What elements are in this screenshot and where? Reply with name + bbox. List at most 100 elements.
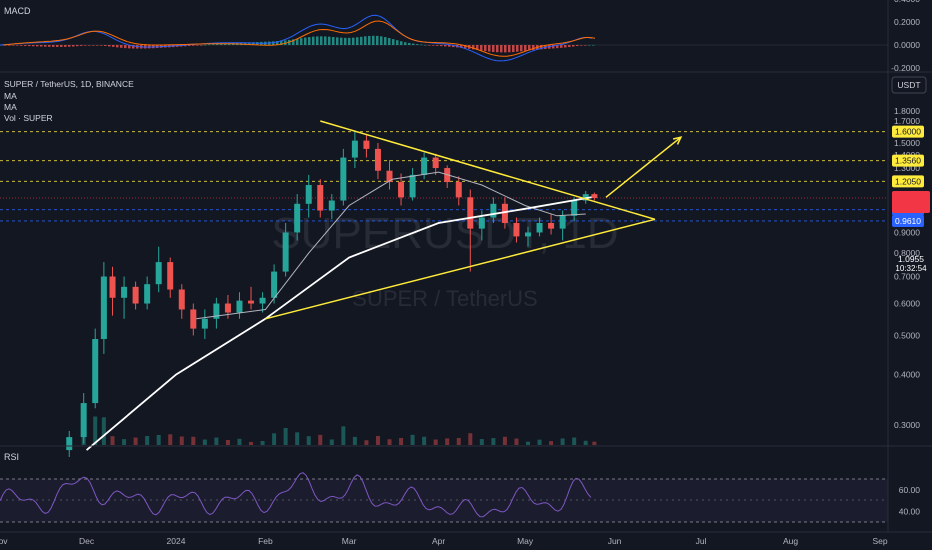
macd-histogram-bar: [328, 36, 331, 45]
currency-button-label[interactable]: USDT: [897, 80, 920, 90]
candle-body: [236, 300, 243, 313]
legend-symbol[interactable]: SUPER / TetherUS, 1D, BINANCE: [4, 79, 134, 89]
macd-histogram-bar: [576, 45, 579, 47]
candle-body: [536, 222, 543, 233]
volume-bar: [422, 436, 427, 445]
macd-histogram-bar: [356, 37, 359, 45]
volume-bar: [583, 440, 588, 445]
volume-bar: [572, 437, 577, 445]
candle-body: [409, 174, 416, 198]
price-tick-label: 0.4000: [894, 370, 920, 380]
macd-histogram-bar: [480, 45, 483, 51]
volume-bar: [318, 434, 323, 445]
macd-tick-label: 0.0000: [894, 40, 920, 50]
volume-bar: [468, 433, 473, 445]
legend-ma-2[interactable]: MA: [4, 102, 17, 112]
legend-volume[interactable]: Vol · SUPER: [4, 113, 53, 123]
candle-body: [66, 437, 73, 451]
macd-histogram-bar: [304, 37, 307, 45]
volume-bar: [537, 439, 542, 445]
macd-histogram-bar: [448, 45, 451, 47]
macd-histogram-bar: [588, 44, 591, 46]
volume-bar: [456, 438, 461, 445]
macd-histogram-bar: [340, 37, 343, 45]
macd-histogram-bar: [572, 45, 575, 47]
volume-bar: [260, 441, 265, 445]
volume-bar: [179, 436, 184, 445]
time-tick-label: Nov: [0, 536, 8, 546]
macd-histogram-bar: [56, 45, 59, 47]
volume-bar: [283, 428, 288, 445]
triangle-upper-trendline: [320, 120, 656, 221]
horizontal-levels: [0, 131, 888, 222]
rsi-line: [0, 472, 592, 518]
candle-body: [559, 215, 566, 229]
candle-body: [432, 157, 439, 169]
time-axis[interactable]: Nov Dec 2024 Feb Mar Apr May Jun Jul Aug Sep: [0, 531, 932, 546]
candle-body: [121, 286, 128, 298]
macd-histogram-bar: [276, 41, 279, 45]
macd-histogram-bar: [440, 45, 443, 47]
price-tick-label: 1.3000: [894, 163, 920, 173]
rsi-panel[interactable]: RSI: [0, 452, 888, 523]
time-tick-label: Aug: [783, 536, 798, 546]
volume-bar: [491, 438, 496, 445]
macd-histogram-bar: [364, 36, 367, 45]
candle-body: [167, 262, 174, 290]
rsi-label: RSI: [4, 452, 19, 462]
price-tick-label: 0.9000: [894, 227, 920, 237]
price-tick-label: 1.5000: [894, 138, 920, 148]
candle-body: [548, 222, 555, 229]
macd-histogram-bar: [4, 45, 7, 46]
candle-body: [109, 276, 116, 298]
macd-histogram-bar: [540, 45, 543, 50]
legend-ma-1[interactable]: MA: [4, 91, 17, 101]
macd-histogram-bar: [244, 42, 247, 45]
macd-histogram-bar: [52, 45, 55, 47]
volume-bar: [329, 439, 334, 445]
macd-histogram-bar: [560, 45, 563, 48]
macd-histogram-bar: [420, 44, 423, 46]
candle-body: [190, 309, 197, 329]
watermark-main: SUPERUSDT, 1D: [271, 209, 618, 258]
macd-histogram-bar: [296, 38, 299, 45]
macd-histogram-bar: [520, 45, 523, 52]
macd-histogram-bar: [84, 45, 87, 46]
candle-body: [513, 222, 520, 237]
price-panel[interactable]: SUPERUSDT, 1D SUPER / TetherUS SUPER / T…: [0, 79, 888, 457]
macd-tick-label: 0.4000: [894, 0, 920, 4]
candle-body: [132, 286, 139, 304]
macd-histogram-bar: [476, 45, 479, 50]
breakout-arrow-line: [605, 136, 682, 198]
breakout-arrow-head: [672, 136, 683, 145]
macd-histogram-bar: [88, 45, 91, 46]
macd-histogram-bar: [564, 45, 567, 48]
macd-histogram-bar: [116, 45, 119, 48]
macd-tick-label: 0.2000: [894, 17, 920, 27]
macd-histogram-bar: [400, 41, 403, 45]
trendline-drawings[interactable]: [265, 120, 683, 320]
macd-histogram-bar: [512, 45, 515, 53]
macd-histogram-bar: [348, 37, 351, 45]
volume-bar: [272, 433, 277, 445]
candle-body: [478, 217, 485, 229]
volume-bars: [67, 416, 597, 445]
macd-histogram-bar: [8, 45, 11, 46]
macd-histogram-bar: [316, 36, 319, 45]
time-tick-label: Sep: [872, 536, 887, 546]
macd-histogram-bar: [488, 45, 491, 52]
volume-bar: [433, 439, 438, 445]
macd-histogram-bar: [48, 45, 51, 47]
macd-histogram-bar: [532, 45, 535, 51]
macd-histogram-bar: [92, 45, 95, 46]
level-tag: [892, 125, 924, 138]
macd-histogram-bar: [432, 45, 435, 46]
macd-histogram-bar: [212, 44, 215, 45]
currency-button[interactable]: USDT: [891, 76, 927, 94]
macd-panel[interactable]: MACD: [0, 6, 888, 62]
macd-histogram-bar: [472, 45, 475, 50]
price-tick-label: 1.7000: [894, 116, 920, 126]
macd-histogram-bar: [100, 45, 103, 46]
